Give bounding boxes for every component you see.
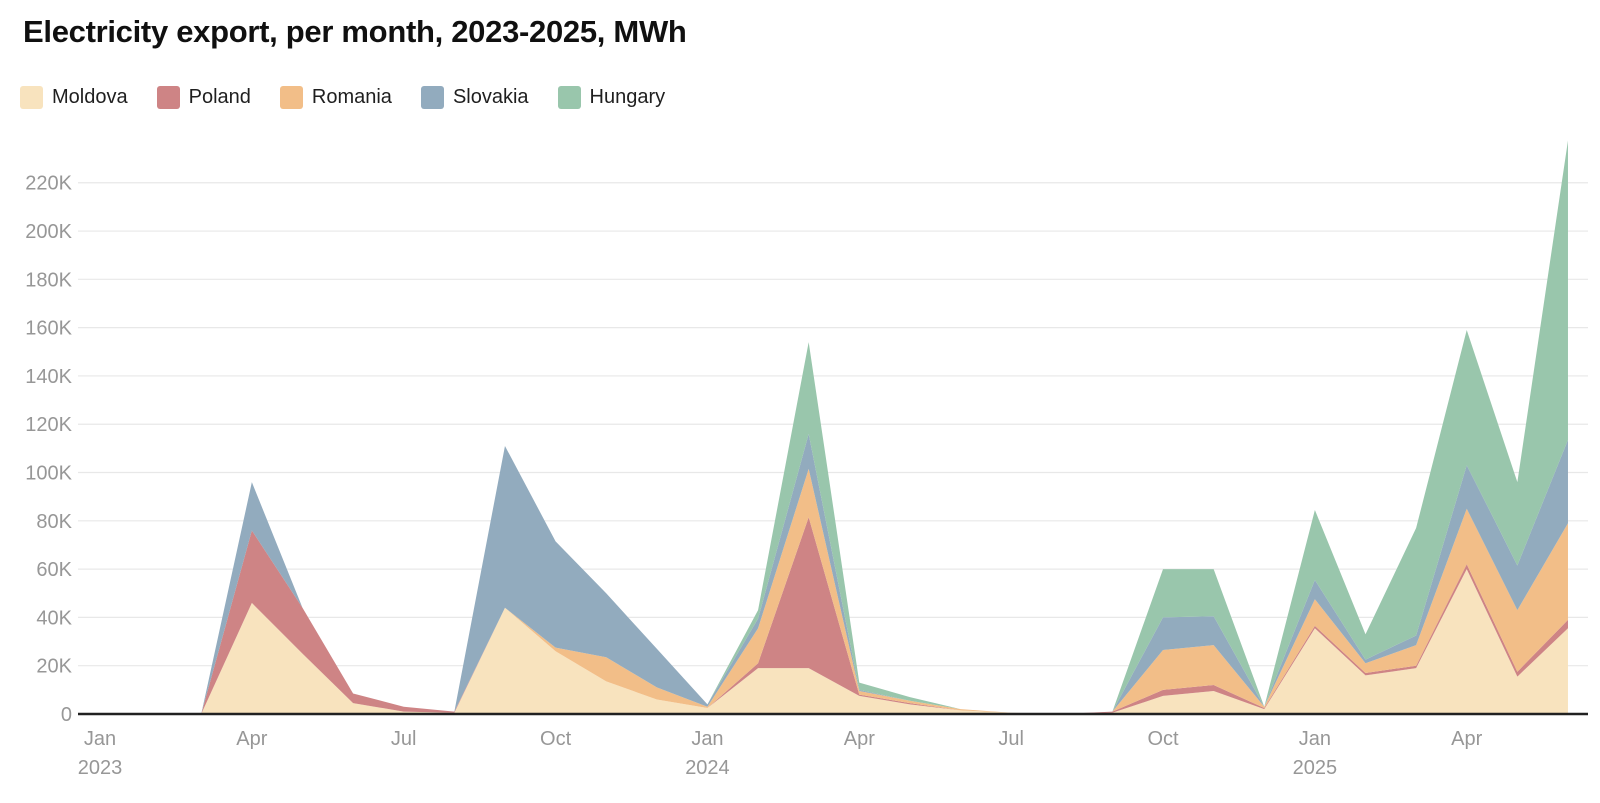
y-tick-label: 160K xyxy=(25,318,72,340)
legend-swatch-hungary xyxy=(557,86,581,109)
legend-swatch-poland xyxy=(156,86,180,109)
x-tick-year-label: 2025 xyxy=(1293,757,1338,779)
legend-item-hungary[interactable]: Hungary xyxy=(557,86,666,109)
area-romania xyxy=(100,468,1568,714)
area-moldova xyxy=(100,569,1568,714)
y-tick-label: 200K xyxy=(25,221,72,243)
y-tick-label: 180K xyxy=(25,269,72,291)
chart-title: Electricity export, per month, 2023-2025… xyxy=(23,14,687,49)
x-tick-label: Apr xyxy=(1451,728,1482,750)
y-tick-label: 40K xyxy=(36,607,72,629)
y-tick-label: 140K xyxy=(25,366,72,388)
legend-item-slovakia[interactable]: Slovakia xyxy=(420,86,529,109)
area-slovakia xyxy=(100,433,1568,714)
chart-legend: Moldova Poland Romania Slovakia Hungary xyxy=(20,86,665,109)
legend-swatch-moldova xyxy=(20,86,43,109)
area-hungary xyxy=(100,140,1568,715)
legend-label: Moldova xyxy=(52,86,128,108)
y-tick-label: 100K xyxy=(25,463,72,485)
x-tick-label: Jan xyxy=(1299,728,1331,750)
legend-label: Slovakia xyxy=(452,86,529,108)
legend-swatch-romania xyxy=(279,86,303,109)
x-tick-label: Apr xyxy=(236,728,267,750)
legend-item-romania[interactable]: Romania xyxy=(279,86,392,109)
x-tick-year-label: 2023 xyxy=(78,757,123,779)
x-tick-label: Jan xyxy=(84,728,116,750)
area-poland xyxy=(100,517,1568,714)
x-tick-label: Oct xyxy=(540,728,572,750)
x-tick-year-label: 2024 xyxy=(685,757,730,779)
y-tick-label: 80K xyxy=(36,511,72,533)
x-tick-label: Jan xyxy=(691,728,723,750)
y-tick-label: 60K xyxy=(36,559,72,581)
y-tick-label: 0 xyxy=(61,704,72,726)
legend-item-poland[interactable]: Poland xyxy=(156,86,251,109)
y-tick-label: 120K xyxy=(25,414,72,436)
legend-swatch-slovakia xyxy=(420,86,444,109)
legend-label: Romania xyxy=(311,86,392,108)
legend-label: Poland xyxy=(188,86,251,108)
y-tick-label: 220K xyxy=(25,173,72,195)
legend-item-moldova[interactable]: Moldova xyxy=(20,86,128,109)
x-tick-label: Apr xyxy=(844,728,875,750)
legend-label: Hungary xyxy=(589,86,666,108)
y-tick-label: 20K xyxy=(36,656,72,678)
x-tick-label: Jul xyxy=(391,728,417,750)
x-tick-label: Jul xyxy=(998,728,1024,750)
x-tick-label: Oct xyxy=(1147,728,1179,750)
